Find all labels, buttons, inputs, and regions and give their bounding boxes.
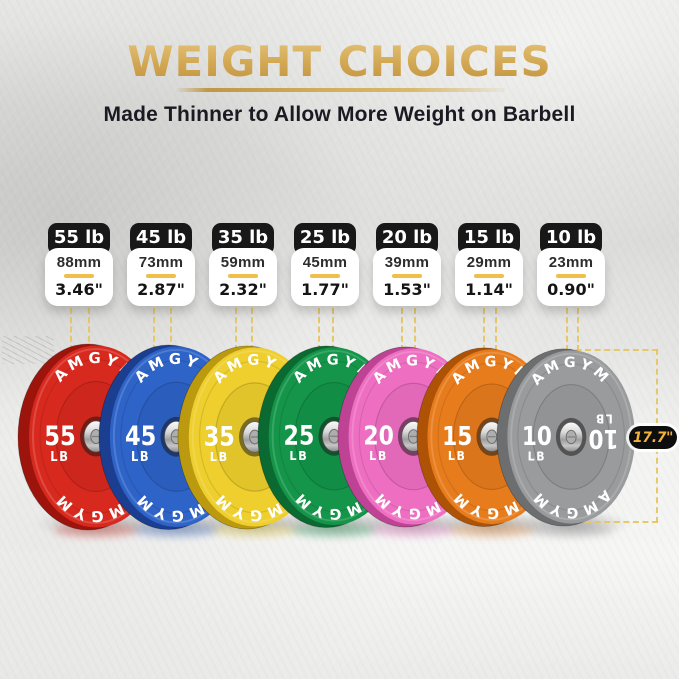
- thickness-inches: 2.87": [137, 280, 185, 299]
- thickness-panel: 59mm 2.32": [209, 248, 277, 306]
- thickness-inches: 2.32": [219, 280, 267, 299]
- connector-dash-line: [251, 308, 253, 351]
- plate-weight-unit: LB: [289, 449, 308, 464]
- plate-reflection: [371, 524, 455, 537]
- thickness-panel: 73mm 2.87": [127, 248, 195, 306]
- diameter-label: 17.7": [632, 429, 674, 446]
- thickness-mm: 23mm: [548, 254, 594, 271]
- header: WEIGHT CHOICES Made Thinner to Allow Mor…: [0, 37, 679, 127]
- thickness-card: 45 lb 73mm 2.87": [127, 223, 195, 306]
- gold-divider: [64, 274, 94, 278]
- thickness-inches: 1.14": [465, 280, 513, 299]
- connector-dash-line: [70, 308, 72, 351]
- plate-weight-unit: LB: [448, 448, 467, 463]
- plate-reflection: [213, 524, 297, 537]
- thickness-panel: 88mm 3.46": [45, 248, 113, 306]
- connector-dash-line: [235, 308, 237, 351]
- thickness-panel: 29mm 1.14": [455, 248, 523, 306]
- wall-scratches: [2, 336, 54, 364]
- gold-divider: [146, 274, 176, 278]
- thickness-mm: 73mm: [138, 254, 184, 271]
- connector-dash-line: [400, 308, 403, 351]
- connector-dash-line: [152, 308, 155, 351]
- thickness-card: 25 lb 45mm 1.77": [291, 223, 359, 306]
- page-subtitle: Made Thinner to Allow More Weight on Bar…: [103, 103, 576, 127]
- thickness-inches: 0.90": [547, 280, 595, 299]
- gold-underline: [174, 88, 505, 93]
- gold-divider: [556, 274, 586, 278]
- diameter-line-bottom: [566, 521, 658, 523]
- plate-reflection: [292, 524, 376, 537]
- thickness-inches: 3.46": [55, 280, 103, 299]
- connector-dash-line: [576, 308, 579, 351]
- plate-weight-unit: LB: [369, 449, 388, 464]
- thickness-mm: 59mm: [220, 254, 266, 271]
- plate-weight-number: 55: [44, 420, 76, 451]
- connector-dash-line: [483, 308, 485, 351]
- plate-weight-number: 25: [283, 420, 314, 451]
- plate-weight-unit: LB: [527, 448, 546, 463]
- connector-dash-line: [318, 308, 320, 351]
- thickness-card: 35 lb 59mm 2.32": [209, 223, 277, 306]
- gold-divider: [228, 274, 258, 278]
- plate-weight-unit: LB: [50, 449, 70, 464]
- thickness-inches: 1.77": [301, 280, 349, 299]
- gold-divider: [310, 274, 340, 278]
- plate-reflection: [529, 524, 613, 537]
- plate-reflection: [450, 524, 534, 537]
- plate-weight-number: 10: [522, 421, 552, 451]
- thickness-mm: 45mm: [302, 254, 348, 271]
- thickness-panel: 45mm 1.77": [291, 248, 359, 306]
- thickness-card: 10 lb 23mm 0.90": [537, 223, 605, 306]
- diameter-line-top: [566, 349, 658, 351]
- plate-weight-number: 20: [363, 421, 394, 451]
- gold-divider: [392, 274, 422, 278]
- weight-badge: 55 lb: [48, 223, 110, 255]
- connector-dash-line: [169, 308, 172, 351]
- plate-weight-unit: LB: [131, 449, 150, 464]
- thickness-mm: 88mm: [56, 254, 102, 271]
- plate-weight-number: 15: [442, 421, 472, 451]
- connector-dash-line: [88, 308, 90, 351]
- plate-weight-number: 45: [125, 420, 156, 451]
- plate-weight-unit: LB: [210, 449, 229, 464]
- thickness-mm: 39mm: [384, 254, 430, 271]
- thickness-panel: 39mm 1.53": [373, 248, 441, 306]
- thickness-inches: 1.53": [383, 280, 431, 299]
- connector-dash-line: [413, 308, 416, 351]
- connector-dash-line: [495, 308, 497, 351]
- thickness-card: 55 lb 88mm 3.46": [45, 223, 113, 306]
- connector-dash-line: [332, 308, 334, 351]
- plate-weight-number-mirrored: 10: [588, 423, 618, 453]
- thickness-panel: 23mm 0.90": [537, 248, 605, 306]
- connector-dash-line: [565, 308, 568, 351]
- plate-weight-number: 35: [204, 420, 235, 451]
- page-title: WEIGHT CHOICES: [127, 37, 552, 86]
- thickness-mm: 29mm: [466, 254, 512, 271]
- plate-weight-unit-mirrored: LB: [594, 411, 613, 426]
- gold-divider: [474, 274, 504, 278]
- diameter-badge: 17.7": [629, 426, 677, 449]
- thickness-card: 20 lb 39mm 1.53": [373, 223, 441, 306]
- thickness-card: 15 lb 29mm 1.14": [455, 223, 523, 306]
